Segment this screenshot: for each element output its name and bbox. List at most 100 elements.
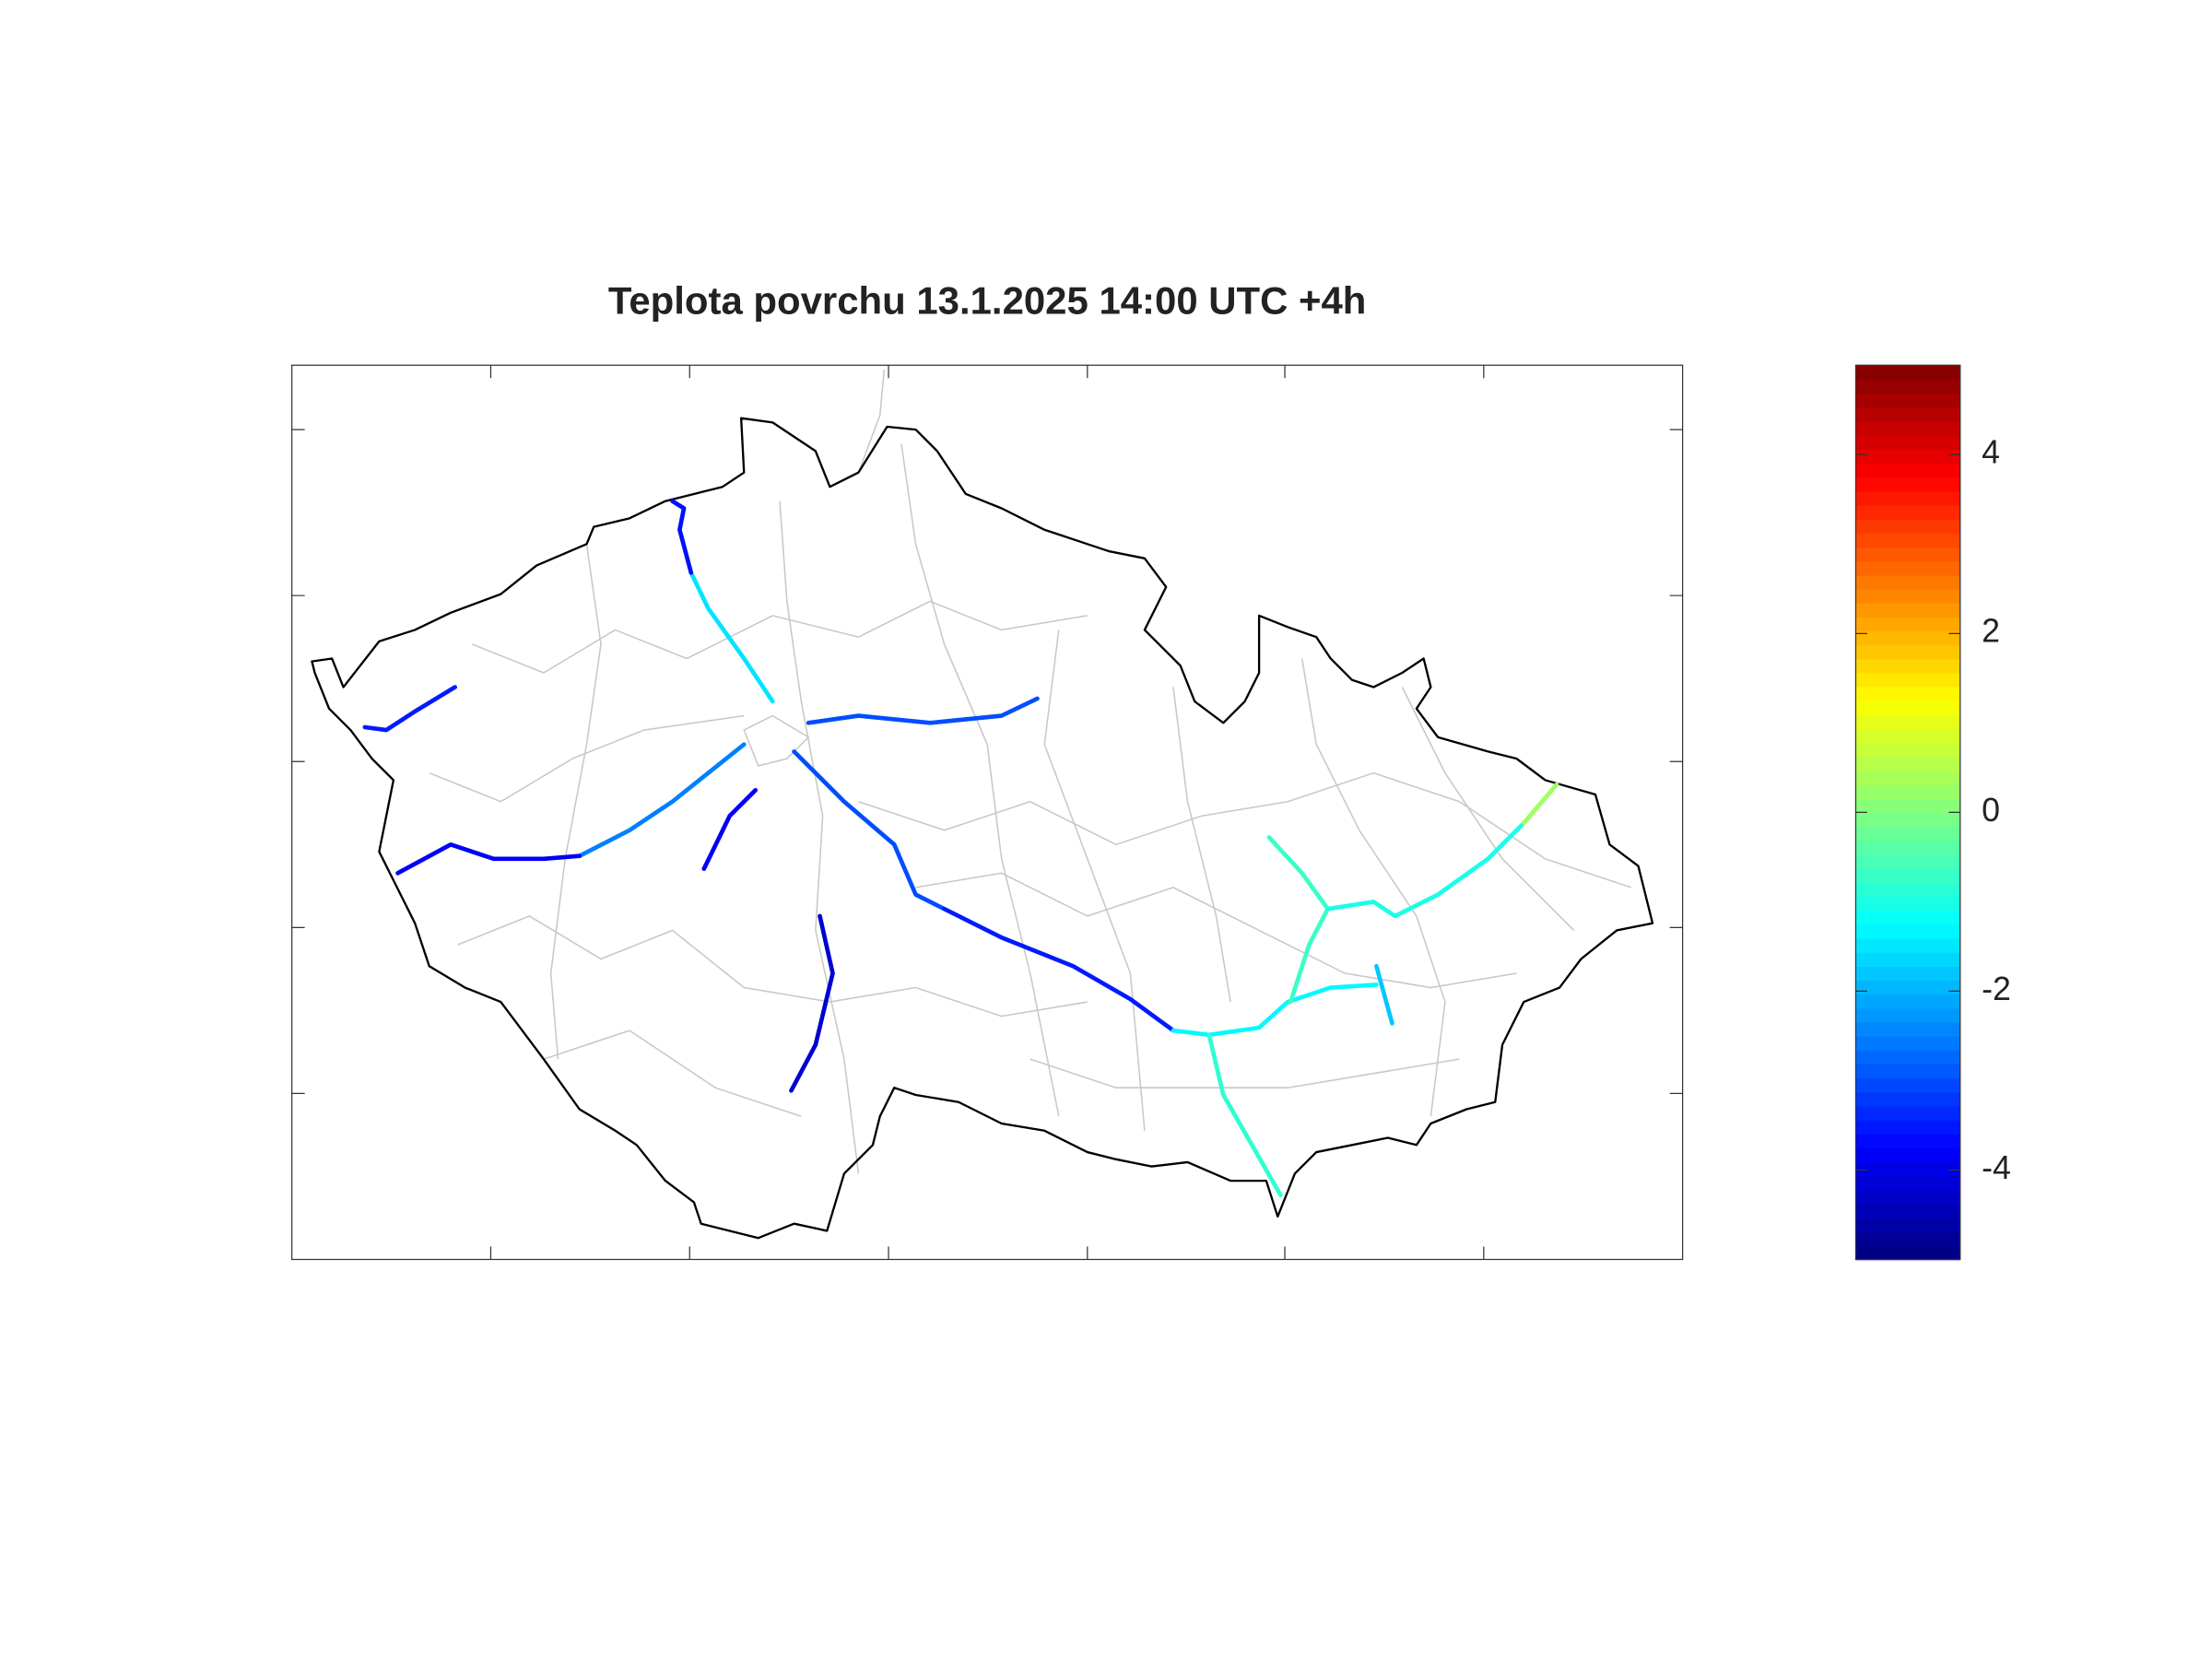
colorbar-cell [1855, 1119, 1960, 1135]
colorbar-cell [1855, 1231, 1960, 1247]
colorbar-cell [1855, 379, 1960, 394]
colorbar-cell [1855, 1050, 1960, 1065]
colorbar-cell [1855, 630, 1960, 646]
colorbar-cell [1855, 477, 1960, 492]
colorbar-cell [1855, 658, 1960, 674]
highways [362, 499, 1559, 1197]
colorbar-cell [1855, 714, 1960, 730]
colorbar-tick-label: 0 [1982, 792, 2000, 829]
axis-ticks [291, 365, 1683, 1260]
road [1043, 629, 1146, 1131]
road [858, 771, 1631, 888]
highway-segment [789, 913, 835, 1093]
road [1300, 658, 1446, 1117]
road [549, 544, 602, 1060]
highway-segment [577, 742, 747, 859]
highway-segment [1206, 1032, 1283, 1197]
country-border [311, 417, 1654, 1240]
colorbar-tick-label: 2 [1982, 613, 2000, 650]
colorbar-cell [1855, 519, 1960, 534]
colorbar-cell [1855, 1175, 1960, 1191]
colorbar-cell [1855, 1189, 1960, 1205]
road [779, 500, 860, 1174]
colorbar-cell [1855, 406, 1960, 422]
colorbar-cell [1855, 798, 1960, 814]
colorbar-tick-label: -4 [1982, 1149, 2011, 1186]
colorbar-cell [1855, 910, 1960, 925]
highway-segment [806, 696, 1040, 725]
colorbar-cell [1855, 1021, 1960, 1037]
colorbar-cell [1855, 812, 1960, 828]
colorbar-cell [1855, 574, 1960, 590]
colorbar-cell [1855, 1077, 1960, 1093]
colorbar-cell [1855, 602, 1960, 618]
colorbar-cell [1855, 1134, 1960, 1148]
colorbar-cell [1855, 547, 1960, 562]
colorbar-cell [1855, 700, 1960, 716]
colorbar-cell [1855, 617, 1960, 632]
colorbar-cell [1855, 463, 1960, 478]
road [857, 369, 886, 473]
colorbar-cell [1855, 826, 1960, 841]
colorbar-cell [1855, 840, 1960, 855]
colorbar-cell [1855, 560, 1960, 576]
highway-segment [362, 685, 457, 733]
highway-segment [792, 749, 947, 912]
road [1401, 687, 1575, 931]
colorbar-cell [1855, 1218, 1960, 1232]
colorbar-tick-label: -2 [1982, 971, 2011, 1007]
road [743, 714, 810, 767]
highway-segment [942, 906, 1176, 1033]
map-axes [291, 364, 1684, 1261]
colorbar-cell [1855, 1105, 1960, 1121]
colorbar-cell [1855, 490, 1960, 506]
highway-segment [395, 841, 582, 876]
highway-segment [688, 571, 775, 704]
colorbar-cell [1855, 882, 1960, 898]
highway-segment [701, 787, 758, 872]
highway-segment [1325, 820, 1526, 919]
colorbar-cell [1855, 588, 1960, 604]
colorbar-cell [1855, 644, 1960, 660]
colorbar-cell [1855, 393, 1960, 408]
road [543, 1030, 802, 1117]
road-network [429, 369, 1631, 1174]
axes-box [291, 364, 1684, 1261]
colorbar-cell [1855, 853, 1960, 869]
colorbar-cell [1855, 784, 1960, 799]
colorbar-cell [1855, 1245, 1960, 1261]
colorbar-cell [1855, 1091, 1960, 1107]
road [429, 714, 745, 803]
road [472, 600, 1088, 674]
colorbar-cell [1855, 896, 1960, 912]
colorbar-cell [1855, 742, 1960, 758]
highway-segment [1374, 963, 1394, 1026]
colorbar-cell [1855, 924, 1960, 939]
colorbar-cell [1855, 994, 1960, 1009]
tick-marks [291, 365, 1683, 1260]
colorbar-cell [1855, 868, 1960, 883]
colorbar-cell [1855, 686, 1960, 701]
colorbar-cell [1855, 420, 1960, 436]
colorbar-cell [1855, 937, 1960, 953]
highway-segment [670, 499, 694, 575]
road [915, 872, 1517, 989]
colorbar-cell [1855, 672, 1960, 688]
highway-segment [1171, 982, 1379, 1038]
road [1172, 687, 1231, 1003]
map-title: Teplota povrchu 13.1.2025 14:00 UTC +4h [608, 279, 1367, 323]
road [457, 915, 1088, 1018]
road [900, 443, 1060, 1117]
colorbar-cell [1855, 504, 1960, 520]
colorbar-tick-label: 4 [1982, 434, 2000, 471]
colorbar-cell [1855, 756, 1960, 771]
road [1030, 1058, 1460, 1088]
colorbar-cell [1855, 1147, 1960, 1163]
colorbar: -4 -2 0 2 4 [1854, 364, 2011, 1261]
colorbar-cell [1855, 980, 1960, 995]
colorbar-cell [1855, 1035, 1960, 1051]
colorbar-cell [1855, 365, 1960, 381]
colorbar-cell [1855, 1203, 1960, 1218]
